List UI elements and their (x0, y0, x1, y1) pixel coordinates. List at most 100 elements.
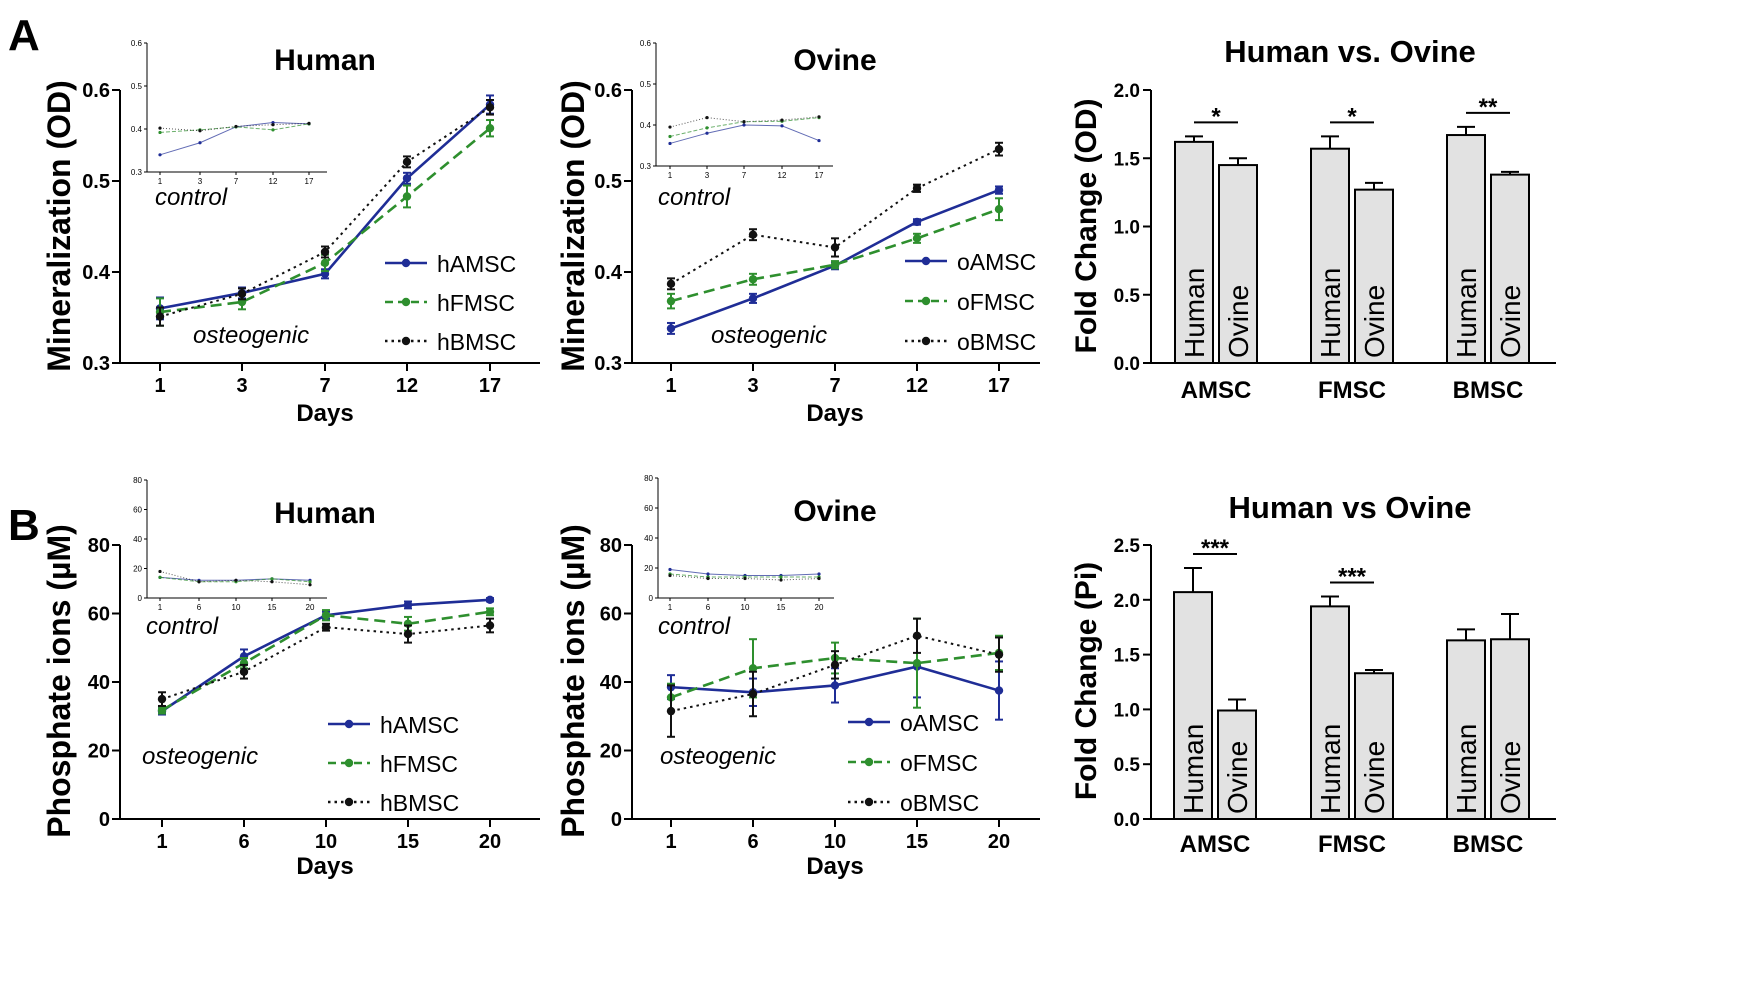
bar-label: Ovine (1495, 741, 1526, 814)
data-point-oFMSC (830, 260, 840, 269)
y-axis-label: Phosphate ions (µM) (41, 524, 77, 838)
data-point-oFMSC (748, 664, 758, 673)
inset-x-tick-label: 3 (705, 171, 710, 180)
inset-point-BMSC (817, 115, 821, 119)
inset-x-tick-label: 1 (158, 177, 163, 186)
data-point-oFMSC (748, 275, 758, 284)
inset-point-BMSC (307, 121, 311, 126)
x-tick-label: 7 (319, 375, 330, 397)
inset-point-AMSC (668, 567, 672, 572)
inset-line-BMSC (159, 570, 311, 586)
inset-point-FMSC (308, 580, 312, 584)
y-tick-label: 40 (88, 672, 110, 694)
x-tick-label: 3 (236, 375, 247, 397)
condition-label: osteogenic (660, 743, 776, 770)
significance-marker: *** (1338, 564, 1367, 591)
inset-point-BMSC (780, 118, 784, 122)
legend-marker-hFMSC (344, 758, 354, 768)
inset-point-AMSC (198, 141, 202, 145)
bar-FMSC-human (1310, 147, 1350, 364)
inset-point-AMSC (817, 572, 821, 576)
y-tick-label: 0.0 (1114, 810, 1140, 831)
x-axis-label: Days (806, 400, 863, 427)
x-tick-label: 20 (479, 831, 501, 853)
legend-label-hBMSC: hBMSC (380, 790, 459, 816)
group-label-AMSC: AMSC (1180, 831, 1251, 858)
data-point-oBMSC (666, 279, 676, 289)
group-label-BMSC: BMSC (1453, 831, 1524, 858)
data-point-oBMSC (912, 631, 922, 640)
inset-point-BMSC (271, 123, 275, 127)
bar-label: Human (1315, 724, 1346, 814)
y-tick-label: 0.5 (1114, 755, 1141, 776)
data-point-hBMSC (485, 621, 495, 630)
bar-label: Human (1179, 268, 1210, 358)
inset-x-tick-label: 1 (668, 603, 673, 612)
legend-marker-hAMSC (344, 719, 354, 729)
data-point-hFMSC (157, 705, 167, 715)
inset-point-BMSC (197, 580, 201, 584)
x-tick-label: 6 (747, 831, 758, 853)
x-tick-label: 1 (156, 831, 167, 853)
bar-label: Human (1451, 268, 1482, 358)
inset-point-AMSC (158, 153, 162, 157)
inset-condition-label: control (146, 613, 219, 640)
bar-AMSC-human (1174, 140, 1214, 364)
inset-point-BMSC (668, 573, 672, 578)
x-tick-label: 10 (824, 831, 846, 853)
y-axis-label: Fold Change (Pi) (1070, 562, 1103, 800)
y-tick-label: 0.5 (82, 171, 110, 193)
bar-AMSC-human (1173, 591, 1213, 820)
significance-marker: *** (1201, 535, 1230, 562)
data-point-hAMSC (402, 174, 412, 183)
x-tick-label: 17 (479, 375, 501, 397)
inset-y-tick-label: 0 (138, 594, 143, 603)
y-tick-label: 0.5 (594, 171, 622, 193)
data-point-hBMSC (320, 247, 330, 257)
data-point-oFMSC (666, 296, 676, 306)
y-tick-label: 2.0 (1114, 81, 1140, 102)
y-axis-label: Fold Change (OD) (1070, 99, 1103, 354)
y-tick-label: 0.3 (82, 353, 110, 375)
y-tick-label: 40 (600, 672, 622, 694)
inset-point-BMSC (779, 578, 783, 582)
inset-x-tick-label: 15 (777, 603, 786, 612)
inset-x-tick-label: 10 (741, 603, 750, 612)
data-point-hAMSC (485, 595, 495, 604)
chart-title: Ovine (793, 44, 876, 77)
legend-label-oFMSC: oFMSC (957, 289, 1035, 315)
chart-title: Human vs. Ovine (1224, 34, 1476, 69)
inset-y-tick-label: 40 (133, 535, 142, 544)
inset-point-AMSC (817, 138, 821, 143)
inset-y-tick-label: 0.3 (131, 168, 143, 177)
y-tick-label: 1.5 (1114, 149, 1141, 170)
data-point-oBMSC (994, 144, 1004, 154)
y-tick-label: 80 (600, 535, 622, 557)
x-tick-label: 12 (396, 375, 418, 397)
data-point-oBMSC (994, 650, 1004, 659)
inset-condition-label: control (155, 184, 228, 211)
y-axis-label: Phosphate ions (µM) (555, 524, 591, 838)
data-point-hBMSC (403, 629, 413, 639)
inset-y-tick-label: 0.6 (640, 39, 652, 48)
bar-label: Human (1178, 724, 1209, 814)
series-line-oFMSC (670, 207, 1000, 303)
inset-point-AMSC (705, 131, 709, 135)
x-tick-label: 17 (988, 375, 1010, 397)
data-point-oFMSC (912, 234, 922, 243)
x-tick-label: 15 (397, 831, 419, 853)
data-point-oAMSC (666, 324, 676, 333)
inset-x-tick-label: 7 (742, 171, 747, 180)
data-point-hFMSC (321, 611, 331, 620)
inset-y-tick-label: 0.4 (640, 121, 652, 130)
data-point-hBMSC (239, 667, 249, 676)
x-tick-label: 1 (154, 375, 165, 397)
group-label-BMSC: BMSC (1453, 377, 1524, 404)
y-tick-label: 2.0 (1114, 591, 1140, 612)
series-line-hBMSC (159, 106, 491, 318)
data-point-hBMSC (157, 694, 167, 704)
legend-marker-oFMSC (864, 757, 874, 767)
x-axis-label: Days (806, 853, 863, 880)
